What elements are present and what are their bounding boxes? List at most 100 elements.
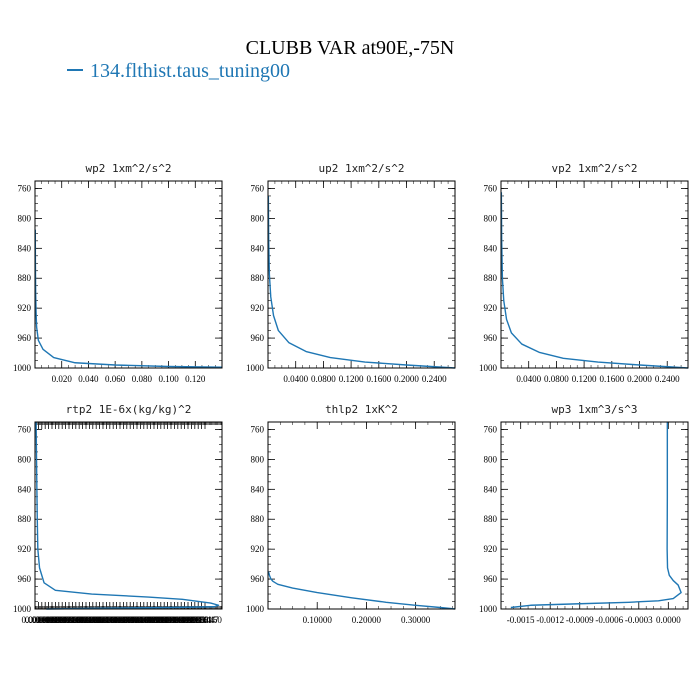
y-tick-label: 880 bbox=[251, 514, 265, 524]
x-tick-label: 0.000027 bbox=[49, 615, 83, 625]
plot-frame bbox=[500, 421, 689, 610]
plot-frame bbox=[500, 180, 689, 369]
x-tick-label: 0.1200 bbox=[339, 374, 364, 384]
x-tick-label: 0.000024 bbox=[45, 615, 79, 625]
series-line bbox=[510, 422, 682, 609]
x-tick-label: 0.0400 bbox=[283, 374, 308, 384]
y-tick-label: 1000 bbox=[246, 363, 265, 373]
legend: 134.flthist.taus_tuning00 bbox=[67, 60, 290, 82]
y-tick-label: 920 bbox=[251, 303, 265, 313]
x-tick-label: 0.100 bbox=[158, 374, 179, 384]
panel-6: wp3 1xm^3/s^3 760 800 840 880 920 960 1000 -0.00… bbox=[479, 403, 689, 625]
x-tick-label: 0.000093 bbox=[124, 615, 158, 625]
y-tick-label: 880 bbox=[18, 514, 32, 524]
series-line bbox=[500, 192, 689, 369]
y-tick-label: 800 bbox=[484, 454, 498, 464]
x-tick-label: 0.000084 bbox=[113, 615, 147, 625]
x-tick-label: 0.2400 bbox=[422, 374, 447, 384]
y-tick-label: 920 bbox=[251, 544, 265, 554]
panel-2: up2 1xm^2/s^2 760 800 840 880 920 960 1000 0.040… bbox=[246, 162, 456, 384]
panel-title: vp2 1xm^2/s^2 bbox=[551, 162, 637, 175]
x-tick-label: 0.000066 bbox=[93, 615, 127, 625]
x-tick-label: 0.000015 bbox=[35, 615, 69, 625]
y-tick-label: 920 bbox=[484, 303, 498, 313]
y-tick-label: 760 bbox=[18, 424, 32, 434]
x-tick-label: 0.000099 bbox=[130, 615, 164, 625]
x-tick-label: 0.000075 bbox=[103, 615, 137, 625]
y-tick-label: 960 bbox=[251, 574, 265, 584]
y-tick-label: 800 bbox=[18, 213, 32, 223]
x-tick-label: 0.000003 bbox=[22, 615, 56, 625]
x-tick-label: 0.000033 bbox=[56, 615, 90, 625]
x-tick-label: 0.2400 bbox=[655, 374, 680, 384]
y-tick-label: 1000 bbox=[479, 363, 498, 373]
x-tick-label: 0.000105 bbox=[137, 615, 171, 625]
x-tick-label: 0.1600 bbox=[366, 374, 391, 384]
panel-1: wp2 1xm^2/s^2 760 800 840 880 920 960 1000 0.020… bbox=[13, 162, 223, 384]
x-tick-label: 0.000087 bbox=[117, 615, 151, 625]
x-tick-label: 0.2000 bbox=[627, 374, 652, 384]
x-tick-label: 0.000150 bbox=[188, 615, 222, 625]
panel-title: wp3 1xm^3/s^3 bbox=[551, 403, 637, 416]
panel-5: thlp2 1xK^2 760 800 840 880 920 960 1000 0.10000… bbox=[246, 403, 456, 625]
y-tick-label: 840 bbox=[251, 484, 265, 494]
x-tick-label: 0.000063 bbox=[90, 615, 124, 625]
y-tick-label: 760 bbox=[18, 183, 32, 193]
x-tick-label: 0.120 bbox=[185, 374, 206, 384]
x-tick-label: -0.0003 bbox=[625, 615, 653, 625]
x-tick-label: 0.080 bbox=[132, 374, 153, 384]
x-tick-label: 0.000036 bbox=[59, 615, 93, 625]
series-line bbox=[34, 229, 223, 368]
y-tick-label: 840 bbox=[484, 243, 498, 253]
x-tick-label: 0.000012 bbox=[32, 615, 66, 625]
x-tick-label: 0.10000 bbox=[303, 615, 333, 625]
legend-label: 134.flthist.taus_tuning00 bbox=[90, 60, 290, 82]
x-tick-label: 0.000045 bbox=[69, 615, 103, 625]
x-tick-label: -0.0009 bbox=[566, 615, 594, 625]
x-tick-label: 0.000069 bbox=[96, 615, 130, 625]
y-tick-label: 760 bbox=[251, 183, 265, 193]
plot-frame bbox=[267, 421, 456, 610]
x-tick-label: 0.000009 bbox=[28, 615, 62, 625]
x-tick-label: 0.000030 bbox=[52, 615, 86, 625]
x-tick-label: 0.000102 bbox=[134, 615, 168, 625]
y-tick-label: 920 bbox=[18, 544, 32, 554]
x-tick-label: 0.000117 bbox=[151, 615, 185, 625]
x-tick-label: -0.0015 bbox=[507, 615, 535, 625]
x-tick-label: 0.0000 bbox=[656, 615, 681, 625]
panel-title: up2 1xm^2/s^2 bbox=[318, 162, 404, 175]
y-tick-label: 1000 bbox=[479, 604, 498, 614]
x-tick-label: 0.000108 bbox=[141, 615, 175, 625]
x-tick-label: 0.000111 bbox=[144, 615, 177, 625]
x-tick-label: 0.000120 bbox=[154, 615, 188, 625]
x-tick-label: 0.000123 bbox=[158, 615, 192, 625]
x-tick-label: 0.000018 bbox=[39, 615, 73, 625]
series-line bbox=[267, 571, 456, 610]
y-tick-label: 760 bbox=[484, 183, 498, 193]
x-tick-label: 0.000051 bbox=[76, 615, 110, 625]
x-tick-label: -0.0006 bbox=[595, 615, 623, 625]
x-tick-label: 0.1200 bbox=[572, 374, 597, 384]
y-tick-label: 920 bbox=[484, 544, 498, 554]
x-tick-label: 0.000132 bbox=[168, 615, 202, 625]
panel-title: rtp2 1E-6x(kg/kg)^2 bbox=[66, 403, 192, 416]
x-tick-label: 0.000114 bbox=[147, 615, 181, 625]
series-line bbox=[267, 195, 456, 369]
x-tick-label: 0.000141 bbox=[178, 615, 212, 625]
x-tick-label: 0.000096 bbox=[127, 615, 161, 625]
x-tick-label: 0.000054 bbox=[79, 615, 113, 625]
x-tick-label: 0.0400 bbox=[516, 374, 541, 384]
x-tick-label: 0.000006 bbox=[25, 615, 59, 625]
y-tick-label: 960 bbox=[484, 333, 498, 343]
x-tick-label: 0.000060 bbox=[86, 615, 120, 625]
y-tick-label: 920 bbox=[18, 303, 32, 313]
x-tick-label: 0.000135 bbox=[171, 615, 205, 625]
panel-title: thlp2 1xK^2 bbox=[325, 403, 398, 416]
y-tick-label: 960 bbox=[18, 574, 32, 584]
x-tick-label: 0.0800 bbox=[311, 374, 336, 384]
plot-frame bbox=[34, 180, 223, 369]
x-tick-label: 0.000072 bbox=[100, 615, 134, 625]
x-tick-label: 0.0800 bbox=[544, 374, 569, 384]
x-tick-label: 0.000048 bbox=[73, 615, 107, 625]
y-tick-label: 880 bbox=[251, 273, 265, 283]
